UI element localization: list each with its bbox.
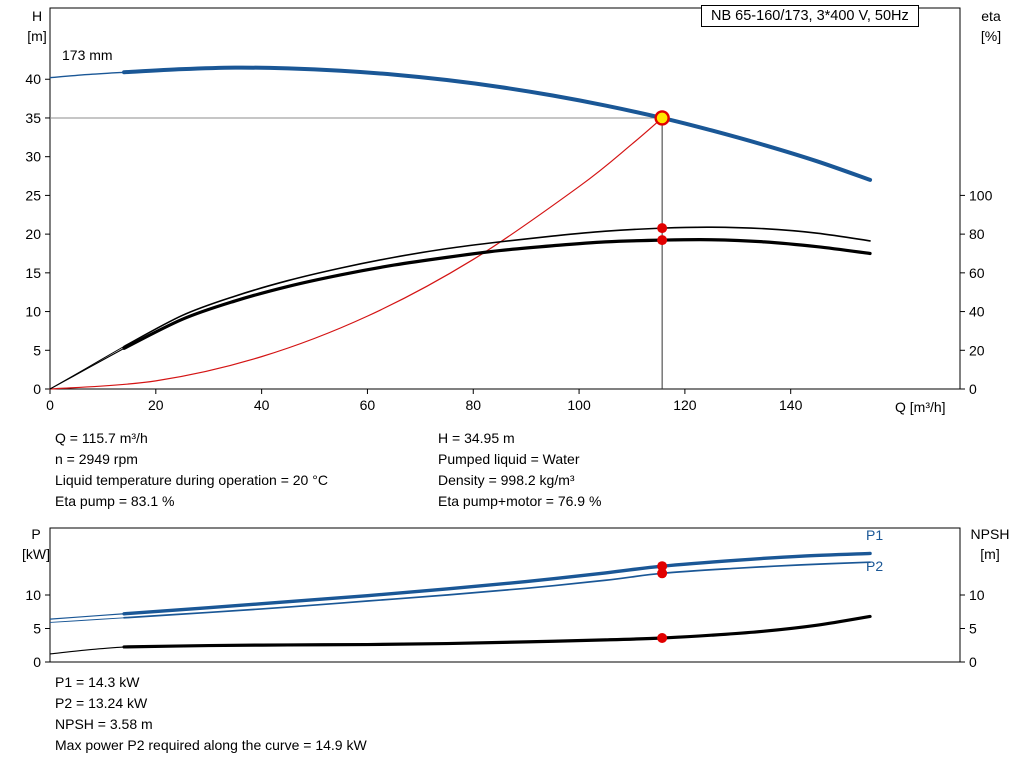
svg-text:20: 20 <box>25 226 41 242</box>
power-axis-symbol: P <box>31 526 41 542</box>
duty-point-marker <box>654 110 670 126</box>
svg-text:100: 100 <box>567 397 591 413</box>
qh-eta-chart-border <box>49 7 961 390</box>
svg-text:40: 40 <box>254 397 270 413</box>
svg-text:5: 5 <box>33 621 41 637</box>
svg-text:15: 15 <box>25 265 41 281</box>
result-eta-pump-motor: Eta pump+motor = 76.9 % <box>438 493 602 509</box>
result-head: H = 34.95 m <box>438 430 515 446</box>
p2-curve <box>123 561 871 619</box>
system-curve <box>49 117 663 390</box>
power-data-column: P1 = 14.3 kW P2 = 13.24 kW NPSH = 3.58 m… <box>55 672 367 756</box>
eta-axis-unit: [%] <box>980 28 1002 44</box>
svg-text:25: 25 <box>25 187 41 203</box>
npsh-axis-symbol: NPSH <box>970 526 1010 542</box>
eta-axis-symbol: eta <box>981 8 1001 24</box>
npsh-curve-lead <box>49 646 125 655</box>
p2-curve-lead <box>49 617 125 623</box>
duty-data-right-column: H = 34.95 m Pumped liquid = Water Densit… <box>438 428 601 512</box>
result-npsh: NPSH = 3.58 m <box>55 716 153 732</box>
svg-text:10: 10 <box>25 587 41 603</box>
eta-pump-motor-curve <box>122 238 872 350</box>
svg-text:140: 140 <box>779 397 803 413</box>
duty-dot-marker <box>657 561 668 572</box>
head-axis-symbol: H <box>31 8 43 24</box>
svg-text:5: 5 <box>969 621 977 637</box>
svg-text:0: 0 <box>33 381 41 397</box>
svg-text:80: 80 <box>969 226 985 242</box>
result-pumped-liquid: Pumped liquid = Water <box>438 451 580 467</box>
duty-dot-marker <box>657 633 668 644</box>
p2-curve-label: P2 <box>866 558 884 574</box>
svg-text:30: 30 <box>25 149 41 165</box>
head-curve-lead <box>49 71 125 79</box>
svg-text:120: 120 <box>673 397 697 413</box>
svg-text:0: 0 <box>969 381 977 397</box>
result-p2: P2 = 13.24 kW <box>55 695 148 711</box>
result-density: Density = 998.2 kg/m³ <box>438 472 575 488</box>
result-flow: Q = 115.7 m³/h <box>55 430 148 446</box>
duty-dot-marker <box>657 223 668 234</box>
svg-text:10: 10 <box>25 304 41 320</box>
result-max-power: Max power P2 required along the curve = … <box>55 737 367 753</box>
head-axis-title: H [m] <box>16 6 58 46</box>
svg-text:80: 80 <box>465 397 481 413</box>
svg-text:0: 0 <box>969 654 977 670</box>
flow-axis-title: Q [m³/h] <box>895 399 946 415</box>
svg-text:40: 40 <box>969 304 985 320</box>
eta-pump-motor-curve-lead <box>49 347 125 390</box>
p1-curve <box>122 551 872 616</box>
impeller-diameter-label: 173 mm <box>62 47 113 63</box>
eta-axis-title: eta [%] <box>968 6 1014 46</box>
npsh-axis-title: NPSH [m] <box>962 524 1018 564</box>
power-axis-title: P [kW] <box>14 524 58 564</box>
npsh-curve <box>122 614 872 649</box>
result-speed: n = 2949 rpm <box>55 451 138 467</box>
svg-text:10: 10 <box>969 587 985 603</box>
result-p1: P1 = 14.3 kW <box>55 674 140 690</box>
result-eta-pump: Eta pump = 83.1 % <box>55 493 175 509</box>
svg-text:5: 5 <box>33 342 41 358</box>
svg-text:20: 20 <box>969 342 985 358</box>
duty-dot-marker <box>657 235 668 246</box>
head-axis-unit: [m] <box>27 28 47 44</box>
svg-text:40: 40 <box>25 71 41 87</box>
p1-curve-label: P1 <box>866 527 884 543</box>
svg-text:20: 20 <box>148 397 164 413</box>
result-liquid-temperature: Liquid temperature during operation = 20… <box>55 472 328 488</box>
svg-text:0: 0 <box>33 654 41 670</box>
duty-dot-marker <box>657 568 668 579</box>
duty-data-left-column: Q = 115.7 m³/h n = 2949 rpm Liquid tempe… <box>55 428 328 512</box>
head-curve <box>122 65 873 182</box>
p1-curve-lead <box>49 613 125 620</box>
svg-text:60: 60 <box>360 397 376 413</box>
npsh-axis-unit: [m] <box>980 546 1000 562</box>
eta-pump-curve <box>123 226 871 348</box>
svg-text:60: 60 <box>969 265 985 281</box>
svg-text:100: 100 <box>969 187 993 203</box>
svg-text:35: 35 <box>25 110 41 126</box>
svg-text:0: 0 <box>46 397 54 413</box>
pump-title-box: NB 65-160/173, 3*400 V, 50Hz <box>701 5 919 27</box>
power-axis-unit: [kW] <box>22 546 50 562</box>
